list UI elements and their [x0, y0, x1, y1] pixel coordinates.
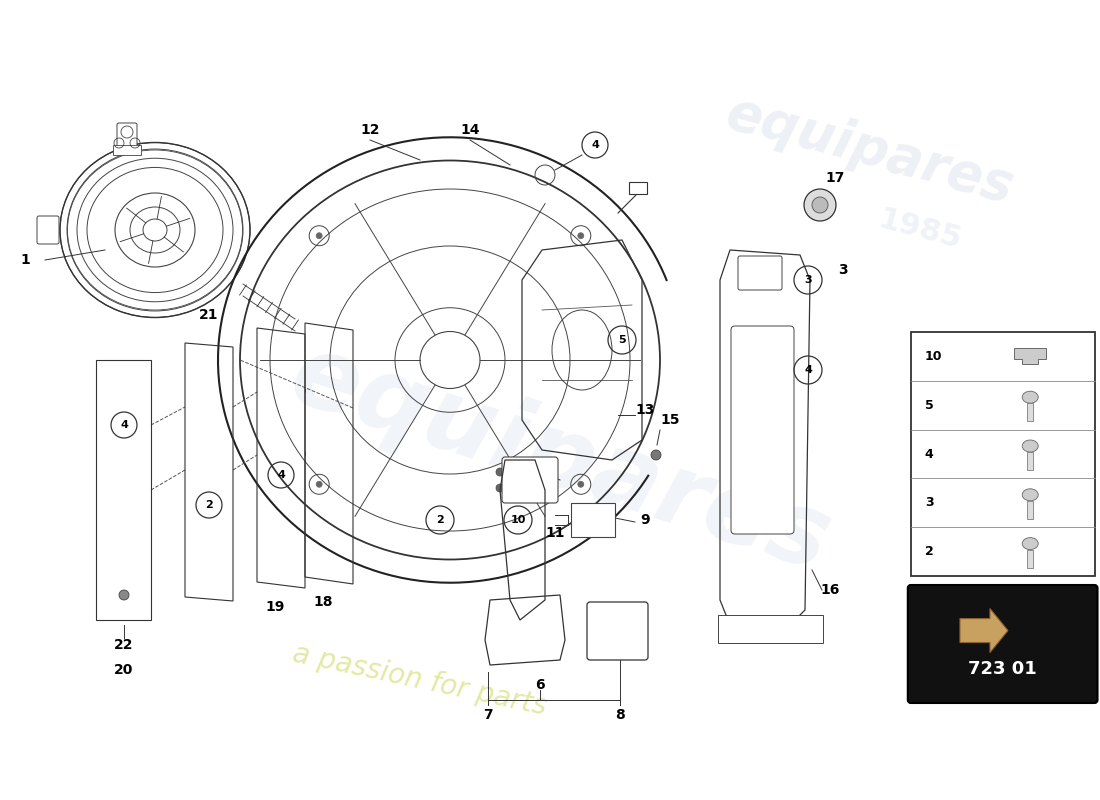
Text: 12: 12	[361, 123, 379, 137]
Text: 11: 11	[546, 526, 565, 540]
Text: 13: 13	[636, 403, 654, 417]
FancyBboxPatch shape	[113, 145, 141, 155]
Text: 2: 2	[205, 500, 213, 510]
Polygon shape	[1014, 349, 1046, 364]
Circle shape	[651, 450, 661, 460]
Text: 3: 3	[838, 263, 848, 277]
Text: 2: 2	[436, 515, 444, 525]
Circle shape	[496, 468, 504, 476]
Circle shape	[578, 482, 584, 487]
Text: 5: 5	[618, 335, 626, 345]
Text: equipares: equipares	[278, 327, 842, 593]
FancyBboxPatch shape	[117, 123, 138, 147]
Text: a passion for parts: a passion for parts	[290, 639, 550, 721]
Text: equipares: equipares	[720, 86, 1020, 214]
Text: 1985: 1985	[876, 205, 965, 255]
Text: 21: 21	[199, 308, 219, 322]
Text: 8: 8	[615, 708, 625, 722]
Ellipse shape	[1022, 391, 1038, 403]
Text: 1: 1	[20, 253, 30, 267]
FancyBboxPatch shape	[502, 457, 558, 503]
Circle shape	[742, 259, 754, 271]
Text: 4: 4	[120, 420, 128, 430]
Text: 3: 3	[804, 275, 812, 285]
Text: 5: 5	[925, 398, 934, 412]
FancyBboxPatch shape	[571, 503, 615, 537]
FancyBboxPatch shape	[1027, 403, 1033, 421]
FancyBboxPatch shape	[1027, 452, 1033, 470]
Text: 2: 2	[925, 545, 934, 558]
Text: 19: 19	[265, 600, 285, 614]
FancyBboxPatch shape	[628, 182, 647, 194]
Text: 4: 4	[591, 140, 598, 150]
Text: 22: 22	[114, 638, 134, 652]
Text: 6: 6	[536, 678, 544, 692]
FancyBboxPatch shape	[587, 602, 648, 660]
Ellipse shape	[1022, 538, 1038, 550]
Text: 16: 16	[821, 583, 839, 597]
FancyBboxPatch shape	[37, 216, 59, 244]
FancyBboxPatch shape	[732, 326, 794, 534]
Circle shape	[496, 484, 504, 492]
Ellipse shape	[1022, 440, 1038, 452]
Text: 723 01: 723 01	[968, 660, 1037, 678]
Text: 4: 4	[277, 470, 285, 480]
Text: 10: 10	[925, 350, 943, 363]
Circle shape	[812, 197, 828, 213]
Text: 3: 3	[925, 496, 934, 510]
Text: 4: 4	[804, 365, 812, 375]
Text: 18: 18	[314, 595, 332, 609]
Text: 20: 20	[114, 663, 134, 677]
Circle shape	[804, 189, 836, 221]
Circle shape	[578, 233, 584, 238]
Text: 14: 14	[460, 123, 480, 137]
FancyBboxPatch shape	[718, 615, 823, 643]
FancyBboxPatch shape	[911, 332, 1094, 576]
Text: 17: 17	[825, 171, 845, 185]
Text: 15: 15	[660, 413, 680, 427]
Polygon shape	[960, 609, 1008, 653]
FancyBboxPatch shape	[1027, 501, 1033, 518]
Circle shape	[119, 590, 129, 600]
Circle shape	[316, 482, 322, 487]
Ellipse shape	[1022, 489, 1038, 501]
FancyBboxPatch shape	[738, 256, 782, 290]
Circle shape	[761, 259, 773, 271]
FancyBboxPatch shape	[1027, 550, 1033, 568]
Text: 7: 7	[483, 708, 493, 722]
Text: 9: 9	[640, 513, 650, 527]
Text: 10: 10	[510, 515, 526, 525]
Circle shape	[316, 233, 322, 238]
Text: 4: 4	[925, 447, 934, 461]
FancyBboxPatch shape	[908, 585, 1098, 703]
